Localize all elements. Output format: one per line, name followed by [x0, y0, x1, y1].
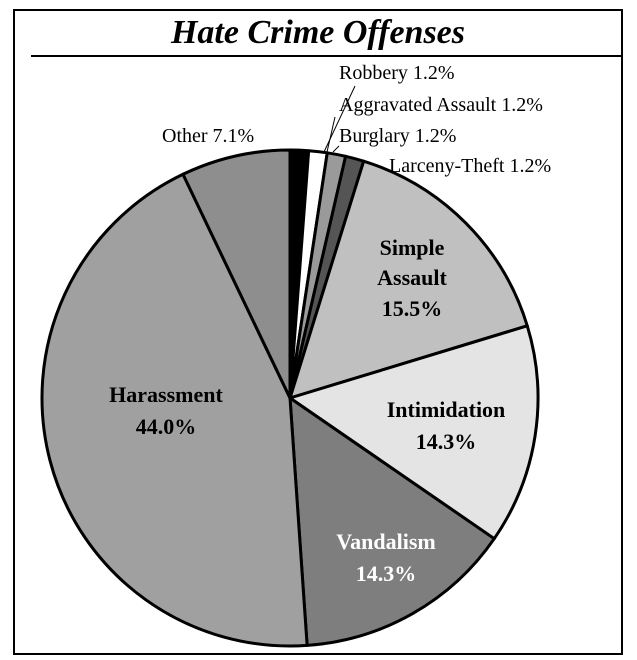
- leader-line-burglary: [332, 145, 340, 153]
- slice-value-harassment: 44.0%: [136, 414, 197, 439]
- slice-label-aggravated-assault: Aggravated Assault 1.2%: [339, 94, 543, 116]
- slice-value-simple-assault: 15.5%: [382, 296, 443, 321]
- slice-value-intimidation: 14.3%: [416, 429, 477, 454]
- slice-label-harassment: Harassment 44.0%: [109, 382, 223, 439]
- leader-line-aggravated-assault: [326, 116, 336, 153]
- chart-title: Hate Crime Offenses: [170, 14, 465, 51]
- slice-name-intimidation: Intimidation: [387, 397, 506, 422]
- slice-label-intimidation: Intimidation 14.3%: [387, 397, 506, 454]
- slice-intimidation: [288, 324, 540, 541]
- slice-name-harassment: Harassment: [109, 382, 223, 407]
- slice-other: [181, 148, 292, 400]
- slice-vandalism: [288, 396, 496, 647]
- slice-name-simple-assault: Assault: [377, 265, 447, 290]
- slice-harassment: [40, 172, 309, 648]
- title-underline: [31, 55, 621, 57]
- slice-label-larceny-theft: Larceny-Theft 1.2%: [389, 155, 551, 177]
- slice-label-other: Other 7.1%: [162, 125, 254, 147]
- slice-label-simple-assault: Simple Assault 15.5%: [377, 235, 447, 321]
- slice-simple-assault: [288, 159, 529, 400]
- slice-label-vandalism: Vandalism 14.3%: [336, 529, 435, 586]
- slice-value-vandalism: 14.3%: [356, 561, 417, 586]
- slice-name-simple-assault: Simple: [380, 235, 445, 260]
- slice-label-robbery: Robbery 1.2%: [339, 62, 455, 84]
- slice-label-burglary: Burglary 1.2%: [339, 125, 456, 147]
- slice-name-vandalism: Vandalism: [336, 529, 435, 554]
